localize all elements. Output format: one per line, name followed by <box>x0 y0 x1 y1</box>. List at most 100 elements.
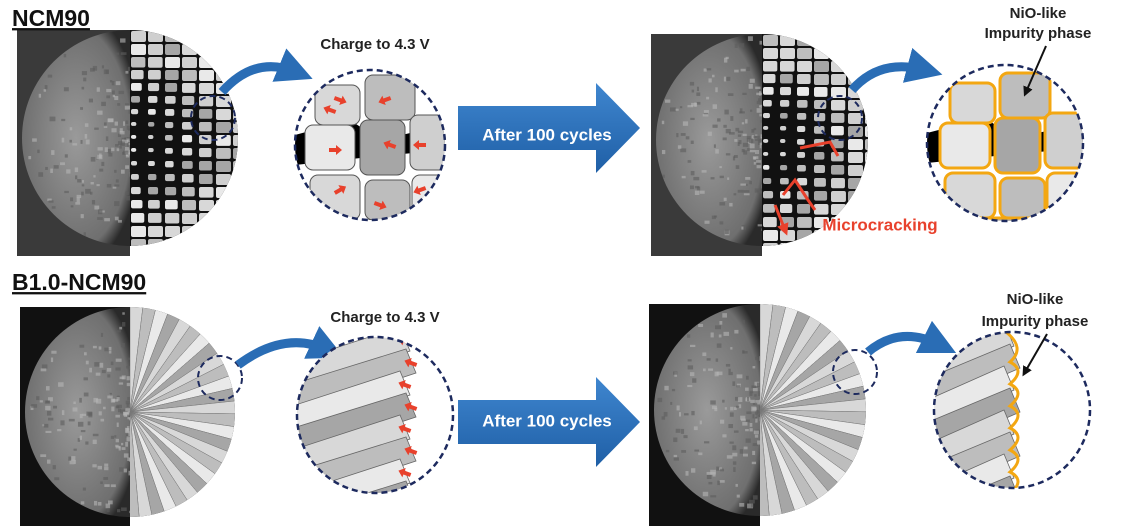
sem-grain <box>101 101 106 107</box>
primary-particle <box>216 31 231 42</box>
sem-grain <box>673 437 678 443</box>
sem-grain <box>722 399 725 403</box>
sem-grain <box>746 66 751 71</box>
zoom-detail <box>927 65 1083 221</box>
sem-grain <box>741 225 747 230</box>
primary-particle <box>148 148 154 153</box>
sem-grain <box>72 143 78 146</box>
sem-grain <box>729 202 733 207</box>
sem-grain <box>715 87 718 93</box>
sem-grain <box>114 216 119 221</box>
primary-particle <box>848 61 863 72</box>
sem-grain <box>738 140 742 145</box>
sem-grain <box>696 92 701 96</box>
sem-grain <box>751 385 757 389</box>
primary-particle <box>216 161 231 172</box>
primary-particle <box>797 178 808 186</box>
grain <box>304 124 356 171</box>
primary-particle <box>199 239 214 246</box>
sem-grain <box>63 87 69 92</box>
primary-particle <box>182 135 193 143</box>
sem-grain <box>96 184 100 187</box>
sem-grain <box>108 152 113 157</box>
sem-grain <box>730 347 733 350</box>
primary-particle <box>182 161 193 169</box>
sem-grain <box>52 465 56 470</box>
sem-grain <box>712 124 718 128</box>
sem-grain <box>99 362 104 368</box>
primary-particle <box>831 48 846 59</box>
primary-particle <box>797 74 811 84</box>
primary-particle <box>131 109 139 115</box>
sem-grain <box>114 184 120 187</box>
primary-particle <box>780 204 793 213</box>
primary-particle <box>131 213 145 223</box>
pointer <box>1022 333 1048 377</box>
sem-grain <box>710 495 717 498</box>
primary-particle <box>216 44 231 55</box>
sem-grain <box>745 419 750 423</box>
sem-grain <box>86 411 93 416</box>
primary-particle <box>797 100 808 108</box>
sem-grain <box>105 503 111 509</box>
primary-particle <box>216 213 231 224</box>
zoom-circle <box>293 68 447 222</box>
sem-grain <box>705 68 712 71</box>
primary-particle <box>848 48 863 59</box>
sem-grain <box>97 217 103 220</box>
sem-grain <box>719 166 722 169</box>
sem-grain <box>127 425 132 430</box>
sem-grain <box>755 418 758 423</box>
primary-particle <box>199 44 214 55</box>
sem-grain <box>110 484 116 488</box>
sem-grain <box>90 67 95 72</box>
primary-particle <box>199 83 214 94</box>
sem-grain <box>741 226 744 230</box>
sem-grain <box>128 109 131 114</box>
sem-grain <box>759 143 762 149</box>
sem-grain <box>90 156 96 162</box>
primary-particle <box>199 226 214 237</box>
stress-arrow <box>373 200 387 211</box>
sem-grain <box>58 382 64 387</box>
sem-grain <box>120 38 126 43</box>
sem-grain <box>98 346 102 350</box>
sem-grain <box>69 139 72 143</box>
sem-grain <box>702 352 707 357</box>
sem-grain <box>73 448 77 451</box>
zoom-marker <box>832 349 878 395</box>
primary-particle <box>182 83 196 93</box>
primary-particle <box>831 191 846 202</box>
sem-grain <box>114 435 117 438</box>
sem-grain <box>102 406 106 410</box>
sem-grain <box>96 87 100 92</box>
primary-particle <box>131 44 146 55</box>
primary-particle <box>233 187 238 198</box>
sem-grain <box>716 371 723 376</box>
grain <box>364 179 411 220</box>
primary-particle <box>797 48 812 59</box>
sem-grain <box>92 464 97 468</box>
sem-grain <box>125 365 130 369</box>
sem-grain <box>734 69 739 73</box>
sem-grain <box>47 198 52 201</box>
sem-grain <box>755 409 759 415</box>
sem-grain <box>735 127 740 132</box>
primary-particle <box>848 152 863 163</box>
sem-grain <box>690 344 696 348</box>
primary-particle <box>148 83 160 92</box>
sem-grain <box>119 146 122 149</box>
sem-grain <box>719 202 726 206</box>
sem-grain <box>105 136 109 141</box>
sem-grain <box>690 140 694 144</box>
sem-grain <box>708 78 712 83</box>
sem-grain <box>101 161 105 167</box>
sem-grain <box>749 78 755 83</box>
primary-particle <box>165 187 177 196</box>
stress-arrow <box>404 445 418 456</box>
sem-grain <box>657 397 663 403</box>
sem-grain <box>752 407 757 411</box>
sem-grain <box>753 161 757 165</box>
primary-particle <box>165 174 175 182</box>
